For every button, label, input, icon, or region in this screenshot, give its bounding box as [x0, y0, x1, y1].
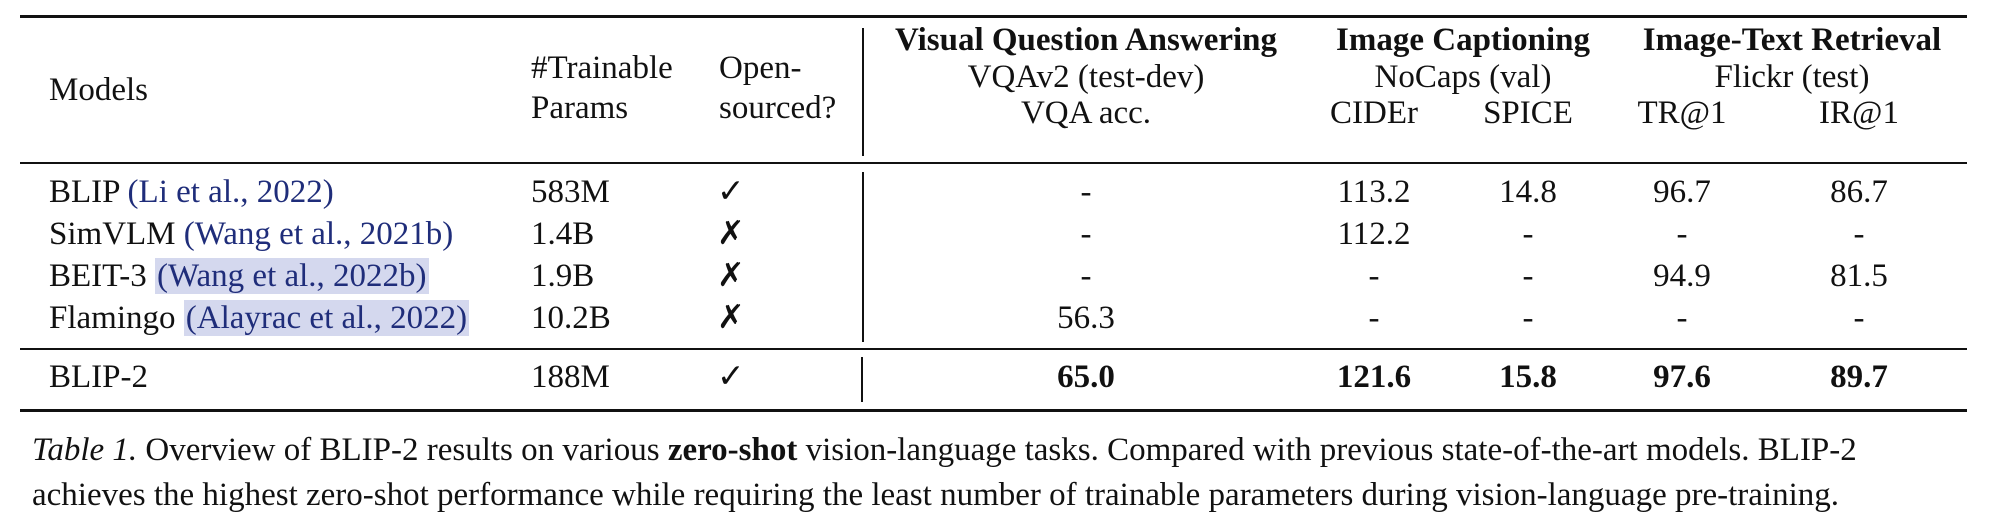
params-cell: 1.9B: [531, 258, 595, 294]
table-caption: Table 1. Overview of BLIP-2 results on v…: [32, 428, 1967, 518]
column-divider: [861, 357, 863, 402]
table-row-model: BEIT-3 (Wang et al., 2022b): [49, 256, 429, 296]
header-open-line1: Open-: [719, 50, 802, 86]
caption-label: Table 1.: [32, 432, 138, 468]
cider-cell: -: [1368, 258, 1380, 294]
caption-text-end: vision-language tasks. Compared with pre…: [32, 432, 1857, 513]
vqa-cell: -: [1080, 216, 1092, 252]
table-bottom-rule: [20, 409, 1967, 412]
params-cell: 583M: [531, 174, 610, 210]
vqa-cell: 56.3: [1057, 300, 1115, 336]
caption-text-start: Overview of BLIP-2 results on various: [137, 432, 668, 468]
header-vqa-group: Visual Question Answering: [894, 22, 1278, 58]
open-source-check: ✓: [717, 174, 745, 210]
ir1-cell: -: [1853, 216, 1865, 252]
header-vqa-metric: VQA acc.: [1020, 95, 1152, 131]
citation-link[interactable]: (Alayrac et al., 2022): [183, 300, 470, 336]
baseline-separator-rule: [20, 348, 1967, 350]
params-cell: 10.2B: [531, 300, 611, 336]
header-captioning-dataset: NoCaps (val): [1374, 59, 1552, 95]
header-params-line1: #Trainable: [531, 50, 673, 86]
cider-cell: 112.2: [1337, 216, 1411, 252]
ir1-cell: 86.7: [1830, 174, 1888, 210]
header-retrieval-group: Image-Text Retrieval: [1642, 22, 1942, 58]
header-params-line2: Params: [531, 90, 629, 126]
model-name: Flamingo: [49, 300, 176, 336]
header-open-line2: sourced?: [719, 90, 837, 126]
vqa-cell-best: 65.0: [1057, 359, 1115, 395]
cider-cell: 113.2: [1337, 174, 1411, 210]
tr1-cell: -: [1676, 300, 1688, 336]
params-cell: 188M: [531, 359, 610, 395]
column-divider: [862, 172, 864, 342]
table-top-rule: [20, 15, 1967, 18]
open-source-check: ✓: [717, 359, 745, 395]
citation-link[interactable]: (Wang et al., 2021b): [183, 216, 454, 252]
ir1-cell-best: 89.7: [1830, 359, 1888, 395]
model-name: BLIP: [49, 174, 120, 210]
tr1-cell: 96.7: [1653, 174, 1711, 210]
spice-cell: 14.8: [1499, 174, 1557, 210]
header-retrieval-dataset: Flickr (test): [1714, 59, 1870, 95]
params-cell: 1.4B: [531, 216, 595, 252]
open-source-cross: ✗: [717, 216, 745, 252]
spice-cell: -: [1522, 216, 1534, 252]
cider-cell-best: 121.6: [1336, 359, 1412, 395]
header-ir1: IR@1: [1819, 95, 1899, 131]
header-tr1: TR@1: [1637, 95, 1727, 131]
header-captioning-group: Image Captioning: [1336, 22, 1590, 58]
spice-cell-best: 15.8: [1499, 359, 1557, 395]
spice-cell: -: [1522, 258, 1534, 294]
open-source-cross: ✗: [717, 300, 745, 336]
citation-link[interactable]: (Li et al., 2022): [127, 174, 334, 210]
header-rule: [20, 162, 1967, 164]
open-source-cross: ✗: [717, 258, 745, 294]
citation-link[interactable]: (Wang et al., 2022b): [155, 258, 429, 294]
tr1-cell-best: 97.6: [1653, 359, 1711, 395]
model-name: BEIT-3: [49, 258, 147, 294]
model-name-blip2: BLIP-2: [49, 359, 148, 395]
ir1-cell: -: [1853, 300, 1865, 336]
table-row-model: SimVLM (Wang et al., 2021b): [49, 214, 453, 254]
column-divider: [862, 28, 864, 156]
vqa-cell: -: [1080, 174, 1092, 210]
tr1-cell: -: [1676, 216, 1688, 252]
header-models: Models: [49, 72, 148, 108]
spice-cell: -: [1522, 300, 1534, 336]
caption-emphasis: zero-shot: [667, 432, 798, 468]
header-spice: SPICE: [1483, 95, 1573, 131]
cider-cell: -: [1368, 300, 1380, 336]
header-cider: CIDEr: [1330, 95, 1418, 131]
table-row-model: BLIP (Li et al., 2022): [49, 172, 334, 212]
ir1-cell: 81.5: [1830, 258, 1888, 294]
vqa-cell: -: [1080, 258, 1092, 294]
model-name: SimVLM: [49, 216, 176, 252]
header-vqa-dataset: VQAv2 (test-dev): [967, 59, 1205, 95]
tr1-cell: 94.9: [1653, 258, 1711, 294]
table-row-model: Flamingo (Alayrac et al., 2022): [49, 298, 470, 338]
